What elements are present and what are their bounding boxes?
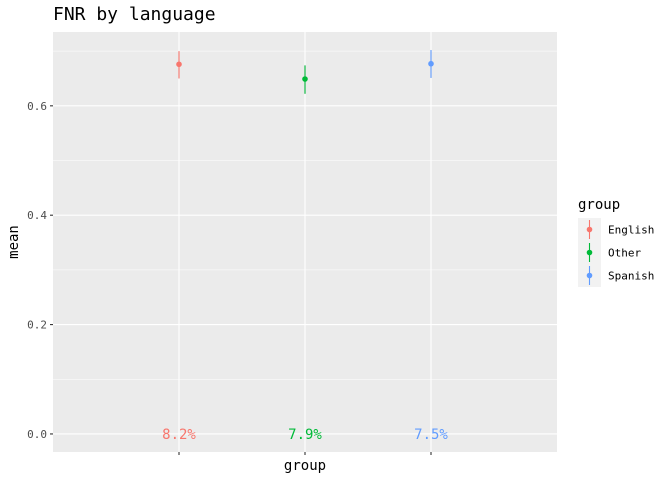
legend-key-point <box>586 272 593 279</box>
mean-point-other <box>302 76 308 82</box>
axes: 0.0 0.2 0.4 0.6 <box>27 100 432 455</box>
legend-key-point <box>586 249 593 256</box>
y-tick-label: 0.2 <box>27 319 47 332</box>
legend-label-spanish: Spanish <box>608 270 654 283</box>
legend-key-point <box>586 226 593 233</box>
mean-point-spanish <box>428 60 434 67</box>
data-marks: 8.2% 7.9% 7.5% <box>162 50 448 443</box>
legend-label-other: Other <box>608 247 641 260</box>
x-axis-title: group <box>284 458 326 474</box>
mean-point-english <box>176 61 182 68</box>
grid-lines <box>53 32 557 452</box>
y-tick-label: 0.4 <box>27 209 47 222</box>
data-label-english: 8.2% <box>162 427 196 443</box>
data-label-spanish: 7.5% <box>414 427 448 443</box>
legend: group English Other Spanish <box>578 197 654 287</box>
y-tick-label: 0.6 <box>27 100 47 113</box>
legend-title: group <box>578 197 620 213</box>
data-label-other: 7.9% <box>288 427 322 443</box>
legend-label-english: English <box>608 224 654 237</box>
y-tick-label: 0.0 <box>27 428 47 441</box>
chart-title: FNR by language <box>53 4 216 25</box>
y-axis-title: mean <box>6 225 22 259</box>
